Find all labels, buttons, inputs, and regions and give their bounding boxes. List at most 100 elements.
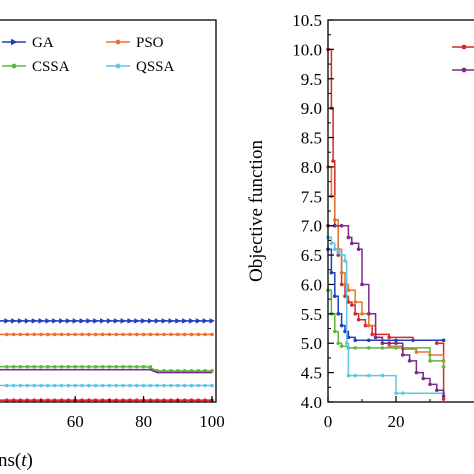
left-marker-cssa — [196, 369, 201, 373]
right-y-tick-label: 4.0 — [301, 393, 322, 412]
left-marker-series-5 — [93, 398, 98, 403]
left-marker-pso — [128, 332, 132, 337]
left-marker-ga — [4, 318, 10, 324]
left-marker-qssa — [46, 383, 50, 388]
right-marker-4 — [401, 391, 405, 395]
right-marker-2 — [333, 294, 337, 299]
left-marker-cssa — [169, 369, 173, 373]
right-marker-5 — [387, 341, 392, 346]
right-x-tick-label: 0 — [324, 412, 333, 431]
left-marker-pso — [87, 332, 91, 337]
right-marker-4 — [339, 253, 344, 257]
left-marker-series-5 — [162, 398, 166, 403]
right-y-tick-label: 7.0 — [301, 217, 322, 236]
legend-marker-cssa — [11, 63, 17, 69]
left-marker-pso — [189, 332, 194, 337]
right-marker-4 — [329, 241, 334, 246]
left-marker-qssa — [162, 383, 166, 388]
left-marker-qssa — [39, 383, 43, 388]
left-marker-qssa — [189, 383, 194, 388]
left-marker-pso — [100, 332, 105, 337]
left-marker-pso — [93, 332, 98, 337]
left-marker-qssa — [100, 383, 105, 388]
left-marker-pso — [169, 332, 173, 337]
right-y-tick-label: 9.0 — [301, 99, 322, 118]
left-marker-ga — [154, 318, 161, 324]
left-marker-ga — [202, 318, 208, 324]
left-marker-qssa — [114, 383, 119, 388]
left-marker-series-5 — [203, 398, 207, 403]
left-marker-cssa — [25, 364, 30, 369]
left-marker-cssa — [66, 364, 71, 369]
left-marker-cssa — [128, 364, 132, 369]
left-marker-series-5 — [87, 398, 91, 403]
left-marker-qssa — [107, 383, 112, 388]
left-marker-cssa — [134, 364, 139, 369]
right-marker-4 — [343, 259, 347, 263]
left-marker-cssa — [176, 369, 180, 373]
left-marker-cssa — [80, 364, 84, 369]
left-marker-pso — [134, 332, 139, 337]
left-marker-ga — [161, 318, 167, 324]
left-marker-qssa — [93, 383, 98, 388]
right-marker-4 — [394, 391, 398, 395]
left-x-tick-label: 100 — [199, 412, 225, 431]
left-marker-pso — [39, 332, 43, 337]
right-marker-0 — [331, 159, 335, 163]
left-marker-ga — [113, 318, 120, 324]
left-marker-ga — [209, 318, 215, 324]
left-marker-qssa — [11, 383, 16, 388]
left-marker-pso — [196, 332, 201, 337]
left-marker-series-5 — [100, 398, 105, 403]
left-marker-pso — [66, 332, 71, 337]
legend-label-qssa: QSSA — [136, 59, 175, 75]
left-marker-qssa — [66, 383, 71, 388]
left-marker-qssa — [18, 383, 23, 388]
left-marker-series-5 — [121, 398, 125, 403]
right-marker-2 — [346, 335, 351, 340]
left-series-group — [0, 318, 215, 403]
left-marker-cssa — [18, 364, 23, 369]
left-marker-cssa — [210, 369, 214, 373]
right-x-tick-label: 20 — [388, 412, 405, 431]
left-marker-series-5 — [155, 398, 160, 403]
right-marker-3 — [394, 346, 398, 350]
left-x-tick-label: 80 — [135, 412, 152, 431]
right-marker-3 — [380, 346, 385, 350]
left-marker-pso — [80, 332, 84, 337]
left-marker-pso — [210, 332, 214, 337]
left-marker-cssa — [11, 364, 16, 369]
left-marker-cssa — [87, 364, 91, 369]
right-y-tick-label: 10.0 — [292, 40, 322, 59]
left-marker-series-5 — [196, 398, 201, 403]
right-marker-2 — [336, 312, 341, 316]
right-marker-5 — [401, 353, 405, 357]
left-marker-qssa — [73, 383, 77, 388]
right-marker-1 — [360, 312, 364, 316]
right-marker-4 — [353, 373, 358, 378]
left-marker-ga — [188, 318, 195, 324]
left-marker-pso — [162, 332, 166, 337]
legend-marker-qssa — [115, 63, 121, 69]
right-marker-5 — [435, 388, 439, 393]
left-marker-cssa — [162, 369, 166, 373]
left-marker-ga — [182, 318, 188, 324]
right-marker-2 — [353, 338, 358, 343]
left-marker-series-5 — [11, 398, 16, 403]
right-marker-5 — [360, 282, 364, 287]
right-marker-0 — [363, 323, 368, 328]
right-y-tick-label: 6.0 — [301, 275, 322, 294]
left-marker-pso — [25, 332, 30, 337]
left-marker-series-5 — [114, 398, 119, 403]
left-marker-ga — [38, 318, 44, 324]
left-marker-pso — [32, 332, 36, 337]
left-marker-series-5 — [59, 398, 64, 403]
right-marker-5 — [333, 223, 337, 228]
left-chart-panel: 60 80 100 GA PSO CSSA QSSA ns(t)Number of ite… — [0, 19, 225, 471]
legend-marker-ga — [11, 38, 18, 46]
right-marker-4 — [333, 247, 337, 251]
left-marker-qssa — [52, 383, 57, 388]
left-marker-cssa — [32, 364, 36, 369]
left-marker-pso — [73, 332, 77, 337]
right-marker-5 — [421, 376, 426, 381]
